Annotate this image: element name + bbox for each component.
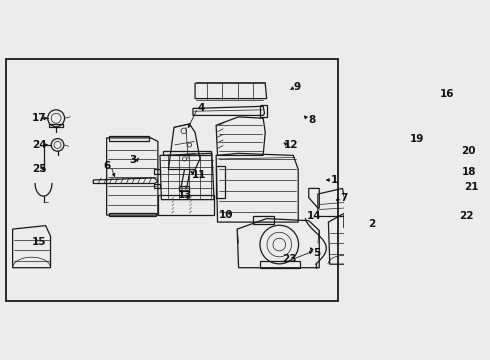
- Text: 25: 25: [32, 164, 47, 174]
- Text: 7: 7: [340, 193, 347, 203]
- Text: 24: 24: [32, 140, 47, 150]
- Text: 1: 1: [330, 175, 338, 185]
- Text: 8: 8: [308, 114, 315, 125]
- Text: 15: 15: [32, 237, 47, 247]
- Text: 17: 17: [32, 113, 47, 123]
- Text: 2: 2: [368, 219, 375, 229]
- Text: 11: 11: [192, 170, 206, 180]
- Text: 10: 10: [219, 210, 233, 220]
- Text: 18: 18: [462, 167, 476, 177]
- Text: 23: 23: [282, 254, 296, 264]
- Text: 13: 13: [178, 190, 193, 201]
- Text: 5: 5: [314, 248, 321, 258]
- Text: 19: 19: [410, 134, 424, 144]
- Text: 12: 12: [284, 140, 298, 150]
- Text: 9: 9: [294, 82, 301, 93]
- Text: 21: 21: [465, 182, 479, 192]
- Text: 6: 6: [104, 161, 111, 171]
- Text: 22: 22: [459, 211, 473, 221]
- Text: 14: 14: [307, 211, 321, 221]
- Text: 20: 20: [462, 145, 476, 156]
- Text: 3: 3: [130, 156, 137, 165]
- Text: 16: 16: [440, 89, 454, 99]
- Text: 4: 4: [197, 103, 205, 113]
